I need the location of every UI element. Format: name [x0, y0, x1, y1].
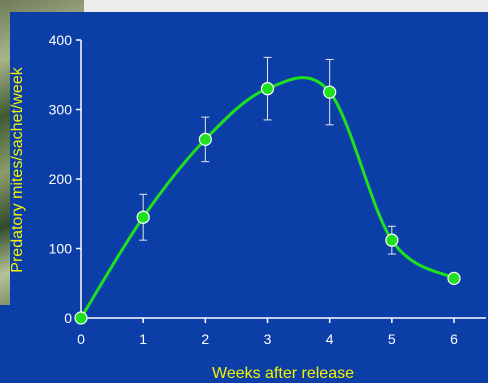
x-tick-label: 1 [139, 331, 147, 347]
data-point [386, 234, 398, 246]
y-tick-label: 300 [49, 102, 73, 118]
x-tick-label: 0 [77, 331, 85, 347]
x-tick-label: 6 [450, 331, 458, 347]
x-axis-label: Weeks after release [212, 365, 354, 382]
data-point [324, 86, 336, 98]
y-axis-label: Predatory mites/sachet/week [9, 66, 26, 272]
data-point [262, 83, 274, 95]
y-tick-label: 200 [49, 171, 73, 187]
data-point [199, 133, 211, 145]
x-tick-label: 2 [201, 331, 209, 347]
y-tick-label: 100 [49, 241, 73, 257]
data-point [137, 211, 149, 223]
data-point [448, 272, 460, 284]
x-tick-label: 3 [264, 331, 272, 347]
x-tick-label: 5 [388, 331, 396, 347]
data-point [75, 312, 87, 324]
x-tick-label: 4 [326, 331, 334, 347]
y-tick-label: 0 [64, 310, 72, 326]
y-tick-label: 400 [49, 32, 73, 48]
